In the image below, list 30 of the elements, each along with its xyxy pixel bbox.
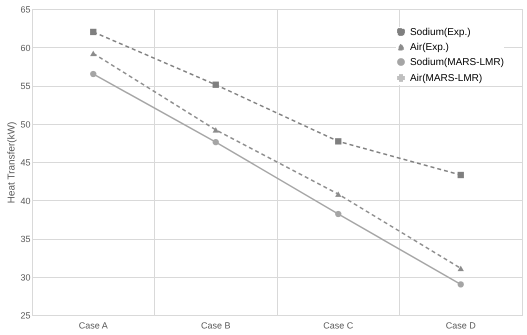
y-tick-label: 65 <box>20 4 30 14</box>
point <box>335 210 342 218</box>
legend-label: Air(Exp.) <box>410 42 449 53</box>
y-tick-label: 40 <box>20 196 30 206</box>
point <box>458 266 464 272</box>
legend-label: Air(MARS-LMR) <box>410 73 482 84</box>
point <box>90 28 96 36</box>
point <box>212 127 219 133</box>
x-tick-label: Case B <box>200 320 231 330</box>
y-tick-label: 35 <box>20 234 30 244</box>
legend-label: Sodium(Exp.) <box>410 27 471 38</box>
point <box>458 281 464 288</box>
point <box>458 172 464 178</box>
point <box>335 191 342 197</box>
y-tick-label: 25 <box>20 310 30 320</box>
point <box>335 138 342 145</box>
y-tick-label: 55 <box>20 81 30 91</box>
y-tick-label: 30 <box>20 272 30 282</box>
point <box>90 50 96 56</box>
y-axis-title: Heat Transfer(kW) <box>6 122 18 204</box>
x-tick-label: Case C <box>323 320 354 330</box>
point <box>212 82 219 88</box>
x-tick-label: Case A <box>78 320 108 330</box>
legend-label: Sodium(MARS-LMR) <box>410 57 504 68</box>
point <box>212 138 219 146</box>
point <box>90 70 96 78</box>
y-tick-label: 60 <box>20 42 30 53</box>
y-tick-label: 45 <box>20 158 30 168</box>
y-tick-label: 50 <box>20 119 30 130</box>
x-tick-label: Case D <box>446 320 476 330</box>
